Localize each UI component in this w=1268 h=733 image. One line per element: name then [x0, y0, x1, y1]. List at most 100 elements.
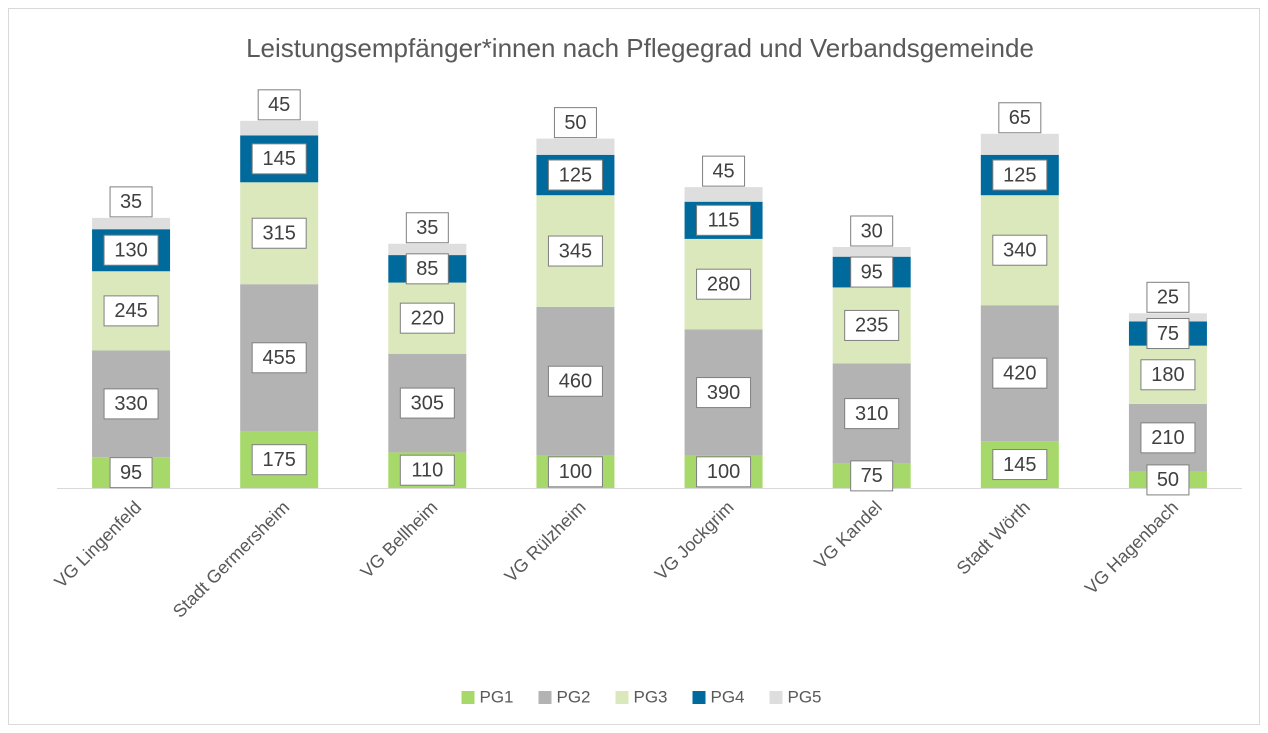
- data-label: 85: [416, 258, 438, 280]
- chart-title: Leistungsempfänger*innen nach Pflegegrad…: [246, 33, 1034, 63]
- data-label-box: [547, 235, 603, 267]
- data-label: 125: [559, 164, 592, 186]
- data-label: 50: [1157, 469, 1179, 491]
- data-label-box: [109, 186, 153, 218]
- data-label-box: [1140, 359, 1196, 391]
- data-label: 145: [1003, 454, 1036, 476]
- data-label-box: [992, 159, 1048, 191]
- data-label-box: [844, 309, 900, 341]
- data-label: 175: [263, 449, 296, 471]
- data-label-box: [702, 155, 746, 187]
- data-label-box: [992, 234, 1048, 266]
- data-label-box: [251, 217, 307, 249]
- bar-segment: [388, 243, 467, 256]
- data-label-box: [992, 449, 1048, 481]
- data-label-box: [844, 398, 900, 430]
- data-label: 95: [120, 462, 142, 484]
- data-label-box: [251, 143, 307, 175]
- data-label-box: [696, 268, 752, 300]
- data-label-box: [850, 215, 894, 247]
- data-label: 35: [416, 217, 438, 239]
- data-label-box: [405, 253, 449, 285]
- data-label: 110: [411, 459, 443, 481]
- legend-label: PG2: [557, 687, 591, 706]
- data-label-box: [696, 204, 752, 236]
- data-label-box: [251, 444, 307, 476]
- data-label-box: [553, 107, 597, 139]
- legend-swatch: [538, 691, 552, 704]
- data-label-box: [103, 388, 159, 420]
- data-label-box: [1140, 422, 1196, 454]
- data-label: 100: [559, 461, 592, 483]
- bar-segment: [684, 187, 763, 202]
- data-label: 35: [120, 191, 142, 213]
- data-label: 220: [411, 307, 444, 329]
- data-label-box: [399, 387, 455, 419]
- data-label: 65: [1009, 107, 1031, 129]
- data-label: 45: [268, 94, 290, 116]
- legend-swatch: [769, 691, 783, 704]
- legend-label: PG5: [788, 687, 822, 706]
- data-label: 130: [114, 240, 147, 262]
- data-label-box: [257, 89, 301, 121]
- data-label: 315: [263, 223, 296, 245]
- data-label-box: [109, 457, 153, 489]
- data-label: 45: [712, 160, 734, 182]
- data-label: 25: [1157, 287, 1179, 309]
- data-label: 210: [1151, 427, 1184, 449]
- data-label-box: [998, 102, 1042, 134]
- data-label: 305: [411, 392, 444, 414]
- data-label: 310: [855, 403, 888, 425]
- data-label: 455: [263, 347, 296, 369]
- data-label-box: [399, 454, 455, 486]
- legend-label: PG1: [480, 687, 514, 706]
- data-label-box: [547, 365, 603, 397]
- data-label: 330: [114, 393, 147, 415]
- data-label-box: [1146, 281, 1190, 313]
- data-label-box: [405, 212, 449, 244]
- data-label: 95: [861, 261, 883, 283]
- data-label-box: [1146, 464, 1190, 496]
- data-label: 345: [559, 240, 592, 262]
- bar-segment: [240, 120, 319, 136]
- data-label-box: [850, 256, 894, 288]
- chart-frame: [8, 8, 1260, 725]
- data-label: 145: [263, 148, 296, 170]
- data-label: 235: [855, 315, 888, 337]
- legend-swatch: [615, 691, 629, 704]
- bar-segment: [1128, 313, 1207, 322]
- data-label: 390: [707, 382, 740, 404]
- legend-label: PG3: [634, 687, 668, 706]
- data-label-box: [992, 357, 1048, 389]
- data-label: 420: [1003, 362, 1036, 384]
- data-label: 280: [707, 273, 740, 295]
- data-label-box: [547, 456, 603, 488]
- legend-label: PG4: [711, 687, 745, 706]
- data-label-box: [103, 295, 159, 327]
- data-label: 75: [1157, 323, 1179, 345]
- legend-swatch: [692, 691, 706, 704]
- data-label-box: [547, 159, 603, 191]
- data-label-box: [696, 377, 752, 409]
- data-label-box: [103, 234, 159, 266]
- data-label: 245: [114, 300, 147, 322]
- data-label-box: [696, 456, 752, 488]
- bar-segment: [980, 133, 1059, 155]
- bar-segment: [832, 246, 911, 257]
- legend-swatch: [461, 691, 475, 704]
- data-label: 50: [564, 112, 586, 134]
- data-label-box: [850, 460, 894, 492]
- data-label-box: [399, 302, 455, 334]
- data-label: 100: [707, 461, 740, 483]
- data-label: 115: [708, 210, 740, 232]
- data-label: 30: [861, 220, 883, 242]
- data-label-box: [251, 342, 307, 374]
- bar-segment: [536, 138, 615, 155]
- data-label: 340: [1003, 240, 1036, 262]
- data-label: 125: [1003, 164, 1036, 186]
- data-label-box: [1146, 318, 1190, 350]
- bar-segment: [92, 217, 171, 230]
- data-label: 75: [861, 465, 883, 487]
- data-label: 180: [1151, 364, 1184, 386]
